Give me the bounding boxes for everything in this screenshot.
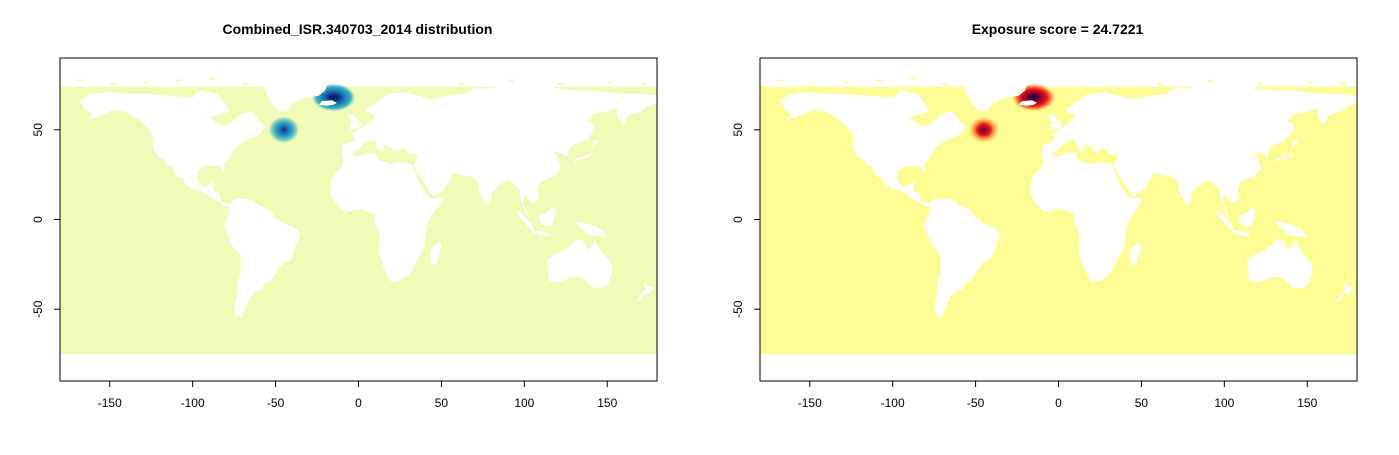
y-tick-label: 0 [31, 216, 45, 223]
land-south-america [924, 198, 1001, 319]
arctic-cell [1257, 83, 1264, 86]
land-greenland [239, 70, 329, 112]
x-tick-label: -100 [181, 396, 205, 410]
distribution-map-panel: Combined_ISR.340703_2014 distribution -1… [31, 21, 658, 410]
land-north-america [79, 90, 266, 207]
x-tick-label: 50 [435, 396, 449, 410]
distribution-map: -150 -100 -50 0 50 100 150 -50 0 50 [31, 57, 658, 410]
x-tick-label: 150 [1297, 396, 1317, 410]
land-indonesia [1216, 210, 1251, 236]
arctic-cell [1158, 83, 1164, 86]
exposure-map-title: Exposure score = 24.7221 [971, 21, 1144, 37]
arctic-cell [242, 83, 249, 86]
arctic-cell [1207, 79, 1214, 82]
land-australia [547, 239, 613, 288]
y-tick-label: 0 [731, 216, 745, 223]
x-tick-label: 100 [514, 396, 534, 410]
land-new-guinea [1275, 221, 1308, 238]
y-tick-label: 50 [31, 123, 45, 137]
x-tick-label: 100 [1214, 396, 1234, 410]
arctic-cell [942, 83, 949, 86]
land-iceland [1018, 100, 1037, 106]
land-britain [1048, 113, 1062, 130]
y-tick-label: 50 [731, 123, 745, 137]
arctic-cell [876, 79, 883, 82]
land-britain [348, 113, 362, 130]
land-new-zealand [635, 282, 654, 302]
land-madagascar [1129, 241, 1142, 265]
land-japan [574, 140, 599, 164]
arctic-cell [776, 79, 783, 82]
arctic-cell [607, 81, 614, 84]
arctic-cell [557, 83, 564, 86]
land-australia [1247, 239, 1313, 288]
arctic-cell [507, 79, 514, 82]
arctic-cell [458, 83, 464, 86]
x-tick-label: 0 [1055, 396, 1062, 410]
land-north-america [779, 90, 966, 207]
x-tick-label: -100 [881, 396, 905, 410]
x-tick-label: 0 [355, 396, 362, 410]
exposure-map: -150 -100 -50 0 50 100 150 -50 0 50 [731, 57, 1358, 410]
land-borneo [1239, 206, 1256, 227]
x-tick-label: -50 [267, 396, 285, 410]
x-tick-label: 150 [597, 396, 617, 410]
land-south-america [224, 198, 301, 319]
land-japan [1274, 140, 1299, 164]
land-eurasia-africa [1030, 79, 1357, 283]
arctic-cell [842, 81, 849, 84]
hotspot [967, 115, 1000, 144]
y-tick-label: -50 [731, 300, 745, 318]
arctic-cell [109, 83, 116, 86]
y-tick-label: -50 [31, 300, 45, 318]
land-madagascar [429, 241, 442, 265]
arctic-cell [142, 81, 149, 84]
x-tick-label: 50 [1135, 396, 1149, 410]
arctic-cell [76, 79, 83, 82]
arctic-cell [1340, 83, 1347, 86]
arctic-cell [640, 83, 647, 86]
x-tick-label: -150 [98, 396, 122, 410]
x-tick-label: -50 [967, 396, 985, 410]
land-indonesia [516, 210, 551, 236]
land-new-guinea [575, 221, 608, 238]
land-eurasia-africa [330, 79, 657, 283]
arctic-cell [1307, 81, 1314, 84]
x-tick-label: -150 [798, 396, 822, 410]
land-iceland [318, 100, 337, 106]
arctic-cell [209, 77, 216, 80]
exposure-map-panel: Exposure score = 24.7221 -150 -100 -50 0 50 1… [700, 0, 1399, 455]
distribution-map-title: Combined_ISR.340703_2014 distribution [222, 21, 493, 37]
arctic-cell [909, 77, 916, 80]
land-new-zealand [1335, 282, 1354, 302]
arctic-cell [176, 79, 183, 82]
hotspot [267, 115, 300, 144]
land-greenland [939, 70, 1029, 112]
land-borneo [539, 206, 556, 227]
arctic-cell [809, 83, 816, 86]
